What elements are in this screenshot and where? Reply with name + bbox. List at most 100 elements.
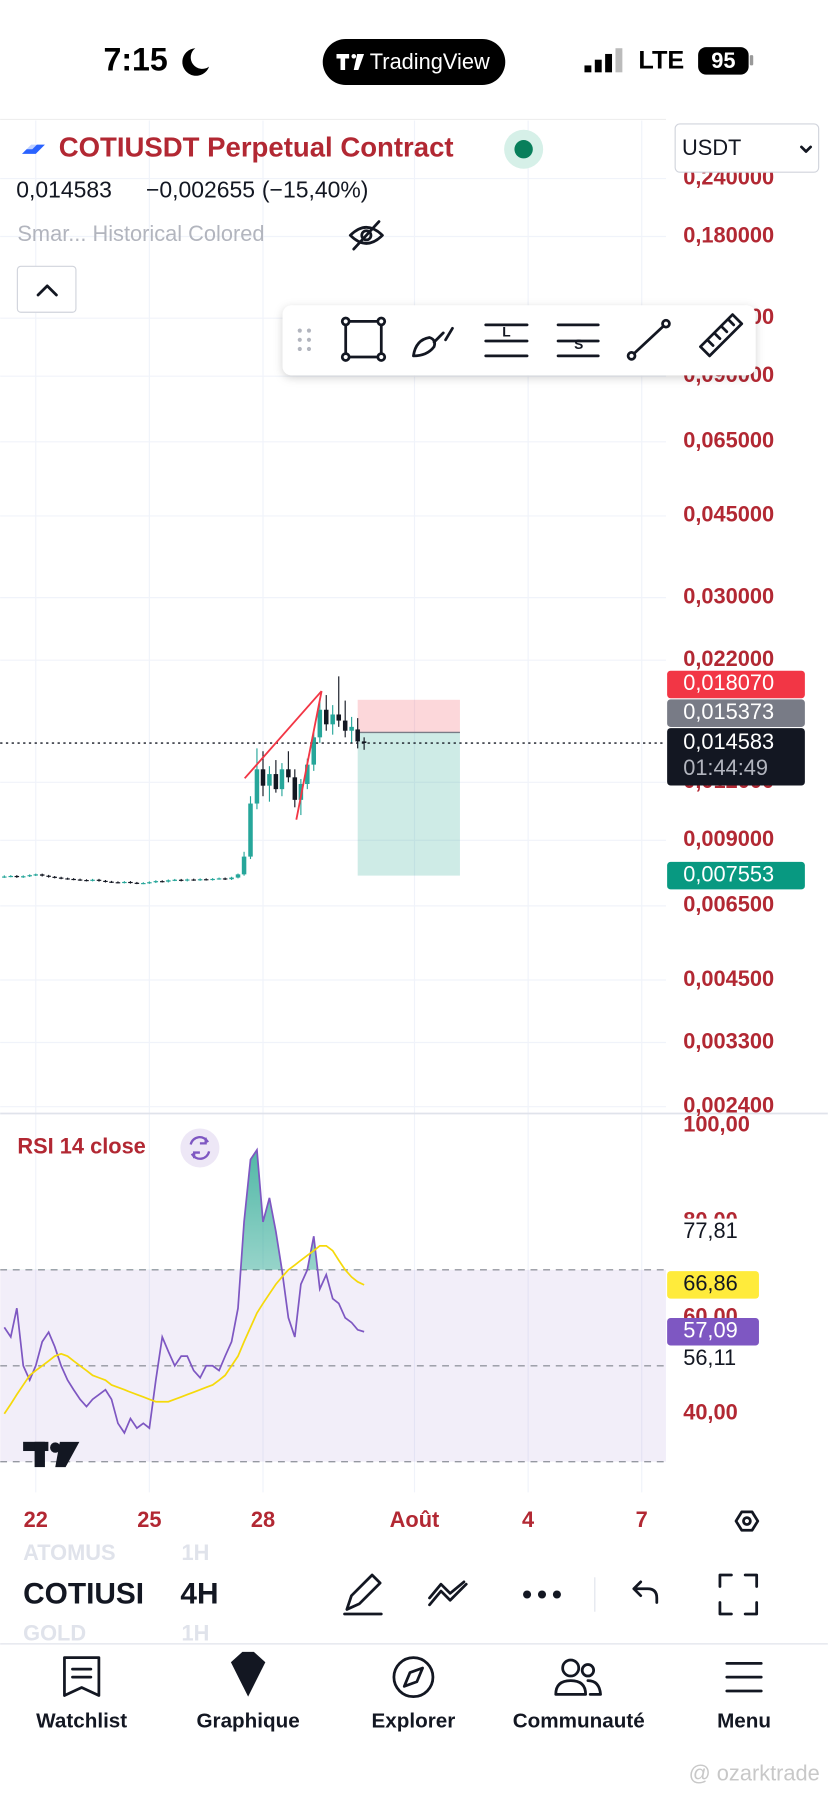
- trend-line: [295, 690, 323, 820]
- nav-item[interactable]: Watchlist: [36, 1709, 127, 1732]
- candle-body: [342, 720, 348, 731]
- community-icon[interactable]: [554, 1658, 602, 1696]
- candle-body: [84, 880, 89, 882]
- settings-dot: [742, 1516, 752, 1526]
- undo-button[interactable]: [632, 1580, 659, 1604]
- candle-body: [103, 880, 108, 882]
- flag-icon: [21, 143, 45, 154]
- axes: 22 25 28 Août 4 7 RSI 14 close: [0, 742, 666, 1532]
- candle-body: [229, 877, 234, 880]
- rectangle-tool[interactable]: [340, 316, 387, 362]
- candle-body: [361, 741, 367, 744]
- rsi-marker-box: [667, 1271, 759, 1299]
- x-tick-label: 28: [251, 1507, 275, 1532]
- symbol-next[interactable]: GOLD: [23, 1620, 86, 1645]
- nav-item[interactable]: Explorer: [372, 1709, 456, 1732]
- last-price-label: 0,014583: [683, 729, 774, 754]
- indicator-name[interactable]: Smar... Historical Colored: [17, 221, 264, 246]
- candle-body: [115, 882, 121, 884]
- candle-body: [33, 874, 39, 876]
- hide-icon[interactable]: [348, 220, 384, 251]
- candle-body: [355, 729, 360, 742]
- candle-body: [241, 856, 247, 875]
- candle-body: [203, 879, 209, 881]
- drag-handle[interactable]: [297, 328, 312, 352]
- nav-item[interactable]: Communauté: [513, 1709, 645, 1732]
- candle-body: [185, 879, 190, 881]
- candle-body: [349, 726, 354, 731]
- candle-body: [292, 777, 298, 800]
- more-button[interactable]: [523, 1590, 561, 1599]
- rsi-line: [3, 1245, 365, 1415]
- fullscreen-button[interactable]: [718, 1573, 759, 1616]
- candle-body: [14, 875, 20, 878]
- interval-current[interactable]: 4H: [180, 1578, 218, 1611]
- currency-dropdown[interactable]: [674, 123, 820, 173]
- candle-body: [260, 769, 266, 786]
- y-tick-label: 0,006500: [683, 892, 774, 917]
- entry-price-label: 0,015373: [683, 699, 774, 724]
- trend-line-tool[interactable]: [626, 318, 671, 361]
- currency: USDT: [682, 135, 741, 160]
- rsi-marker-label: 57,09: [683, 1318, 738, 1343]
- symbol-prev[interactable]: ATOMUS: [23, 1540, 115, 1565]
- y-tick-label: 0,004500: [683, 966, 774, 991]
- rsi-marker-label: 77,81: [683, 1218, 738, 1243]
- explorer-icon[interactable]: [392, 1656, 435, 1699]
- candle-body: [305, 764, 310, 784]
- stop-zone: [357, 699, 460, 733]
- stop-price-box: [667, 670, 805, 699]
- candle-body: [248, 803, 253, 857]
- candle-body: [134, 882, 140, 884]
- rsi-marker-label: 56,11: [683, 1345, 736, 1370]
- rsi-sync-button: [180, 1128, 220, 1168]
- candle-body: [286, 769, 291, 778]
- interval-next[interactable]: 1H: [182, 1620, 210, 1645]
- candle-body: [166, 880, 171, 882]
- brush-tool[interactable]: [412, 326, 454, 358]
- candle-body: [279, 769, 285, 790]
- candle-body: [330, 714, 335, 725]
- symbol-current[interactable]: COTIUSI: [23, 1578, 144, 1611]
- dropdown-arrow: [800, 145, 812, 153]
- battery-level: 95: [711, 48, 735, 73]
- app-pill: [322, 39, 506, 85]
- interval-prev[interactable]: 1H: [182, 1540, 210, 1565]
- y-tick-label: 0,022000: [683, 646, 774, 671]
- tv-logo: [23, 1441, 80, 1468]
- nav-item[interactable]: Graphique: [196, 1709, 299, 1732]
- nav-item[interactable]: Menu: [717, 1709, 771, 1732]
- candle-body: [96, 879, 102, 881]
- chart-icon[interactable]: [230, 1651, 266, 1697]
- candle-body: [222, 878, 228, 880]
- long-position-tool[interactable]: [484, 323, 529, 358]
- candle-body: [141, 883, 146, 885]
- settings-icon[interactable]: [734, 1510, 760, 1532]
- status-dot: [514, 140, 533, 159]
- candle-body: [178, 879, 184, 881]
- ruler-tool[interactable]: [699, 313, 744, 358]
- pencil-button[interactable]: [343, 1573, 383, 1616]
- x-tick-label: Août: [390, 1507, 440, 1532]
- candle-body: [197, 879, 203, 881]
- candle-body: [122, 881, 127, 884]
- candle-body: [71, 878, 76, 881]
- candle-body: [267, 774, 272, 786]
- candle-body: [147, 882, 152, 884]
- app-logo: [336, 53, 365, 71]
- short-position-tool[interactable]: [556, 323, 600, 358]
- menu-icon[interactable]: [725, 1662, 763, 1693]
- collapse-button[interactable]: [16, 265, 77, 313]
- x-tick-label: 25: [137, 1507, 161, 1532]
- x-tick-label: 22: [24, 1507, 48, 1532]
- symbol-title[interactable]: COTIUSDT Perpetual Contract: [59, 132, 454, 163]
- candle-body: [58, 877, 64, 879]
- candle-body: [235, 874, 241, 878]
- watchlist-icon[interactable]: [63, 1656, 101, 1697]
- y-tick-label: 0,003300: [683, 1028, 774, 1053]
- indicators-button[interactable]: [428, 1580, 468, 1607]
- candle-body: [317, 709, 323, 738]
